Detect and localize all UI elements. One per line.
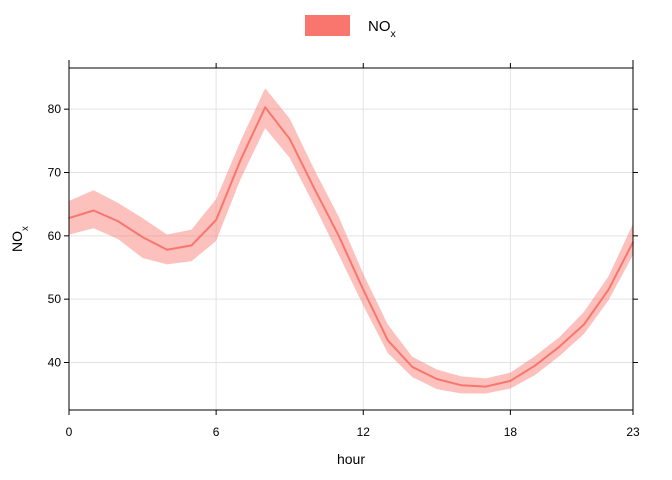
data-point (117, 220, 119, 223)
axes (68, 60, 634, 411)
data-point (190, 244, 193, 247)
x-tick-label: 12 (357, 425, 371, 439)
legend-label: NOx (368, 18, 397, 40)
data-point (509, 380, 512, 382)
x-tick-label: 18 (504, 425, 518, 439)
data-point (436, 378, 438, 380)
y-tick-label: 60 (48, 229, 62, 243)
data-point (607, 288, 610, 291)
data-point (386, 339, 389, 342)
x-tick-label: 23 (626, 425, 640, 439)
data-point (313, 187, 316, 190)
data-point (411, 366, 414, 368)
data-point (337, 235, 340, 237)
data-point (485, 385, 487, 388)
axis-labels: hour NOx (9, 226, 365, 467)
data-point (92, 209, 95, 212)
y-axis-title: NOx (9, 226, 31, 252)
x-tick-label: 0 (66, 425, 73, 439)
data-point (166, 248, 168, 251)
data-point (288, 138, 291, 140)
ticks: 40 50 60 70 80 0 6 12 18 23 (48, 63, 640, 439)
data-point (534, 364, 536, 367)
y-tick-label: 80 (48, 102, 62, 116)
x-tick-label: 6 (213, 425, 220, 439)
x-axis-title: hour (337, 451, 365, 467)
legend-swatch (305, 15, 350, 36)
data-point (141, 236, 144, 238)
data-point (362, 288, 365, 291)
legend: NOx (305, 15, 397, 40)
y-tick-label: 50 (48, 292, 62, 306)
series-line (68, 106, 634, 388)
confidence-band (69, 88, 633, 394)
data-point (215, 219, 217, 221)
data-point (239, 159, 242, 161)
data-point (583, 323, 585, 326)
y-tick-label: 40 (48, 356, 62, 370)
confidence-bands (69, 88, 633, 394)
data-point (558, 345, 561, 348)
y-tick-label: 70 (48, 166, 62, 180)
data-point (264, 106, 266, 109)
data-point (460, 384, 463, 387)
